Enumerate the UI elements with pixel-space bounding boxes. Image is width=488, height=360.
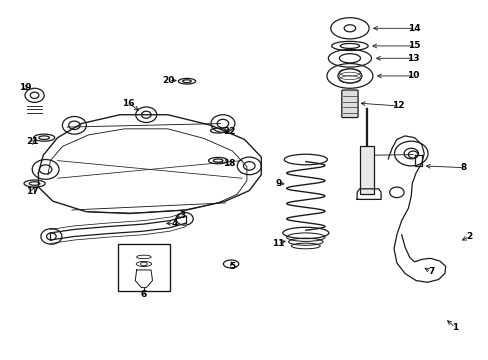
Text: 21: 21 [26, 138, 39, 147]
Text: 6: 6 [141, 290, 147, 299]
Bar [360, 147, 373, 194]
Text: 11: 11 [271, 239, 284, 248]
FancyBboxPatch shape [341, 90, 357, 118]
Text: 2: 2 [466, 232, 472, 241]
Text: 15: 15 [407, 41, 420, 50]
Text: 9: 9 [275, 179, 282, 188]
Text: 7: 7 [427, 267, 434, 276]
Text: 20: 20 [163, 76, 175, 85]
Text: 1: 1 [451, 323, 458, 332]
Text: 22: 22 [223, 127, 235, 136]
Bar [117, 243, 170, 291]
Text: 17: 17 [26, 187, 39, 196]
Text: 10: 10 [406, 71, 419, 80]
Text: 4: 4 [171, 219, 178, 228]
Text: 3: 3 [179, 211, 185, 220]
Text: 16: 16 [122, 99, 135, 108]
Text: 8: 8 [460, 163, 466, 172]
Text: 18: 18 [223, 158, 235, 167]
Text: 14: 14 [407, 24, 420, 33]
Text: 13: 13 [406, 54, 419, 63]
Text: 19: 19 [19, 83, 31, 92]
Text: 5: 5 [229, 262, 235, 271]
Text: 12: 12 [391, 102, 403, 111]
